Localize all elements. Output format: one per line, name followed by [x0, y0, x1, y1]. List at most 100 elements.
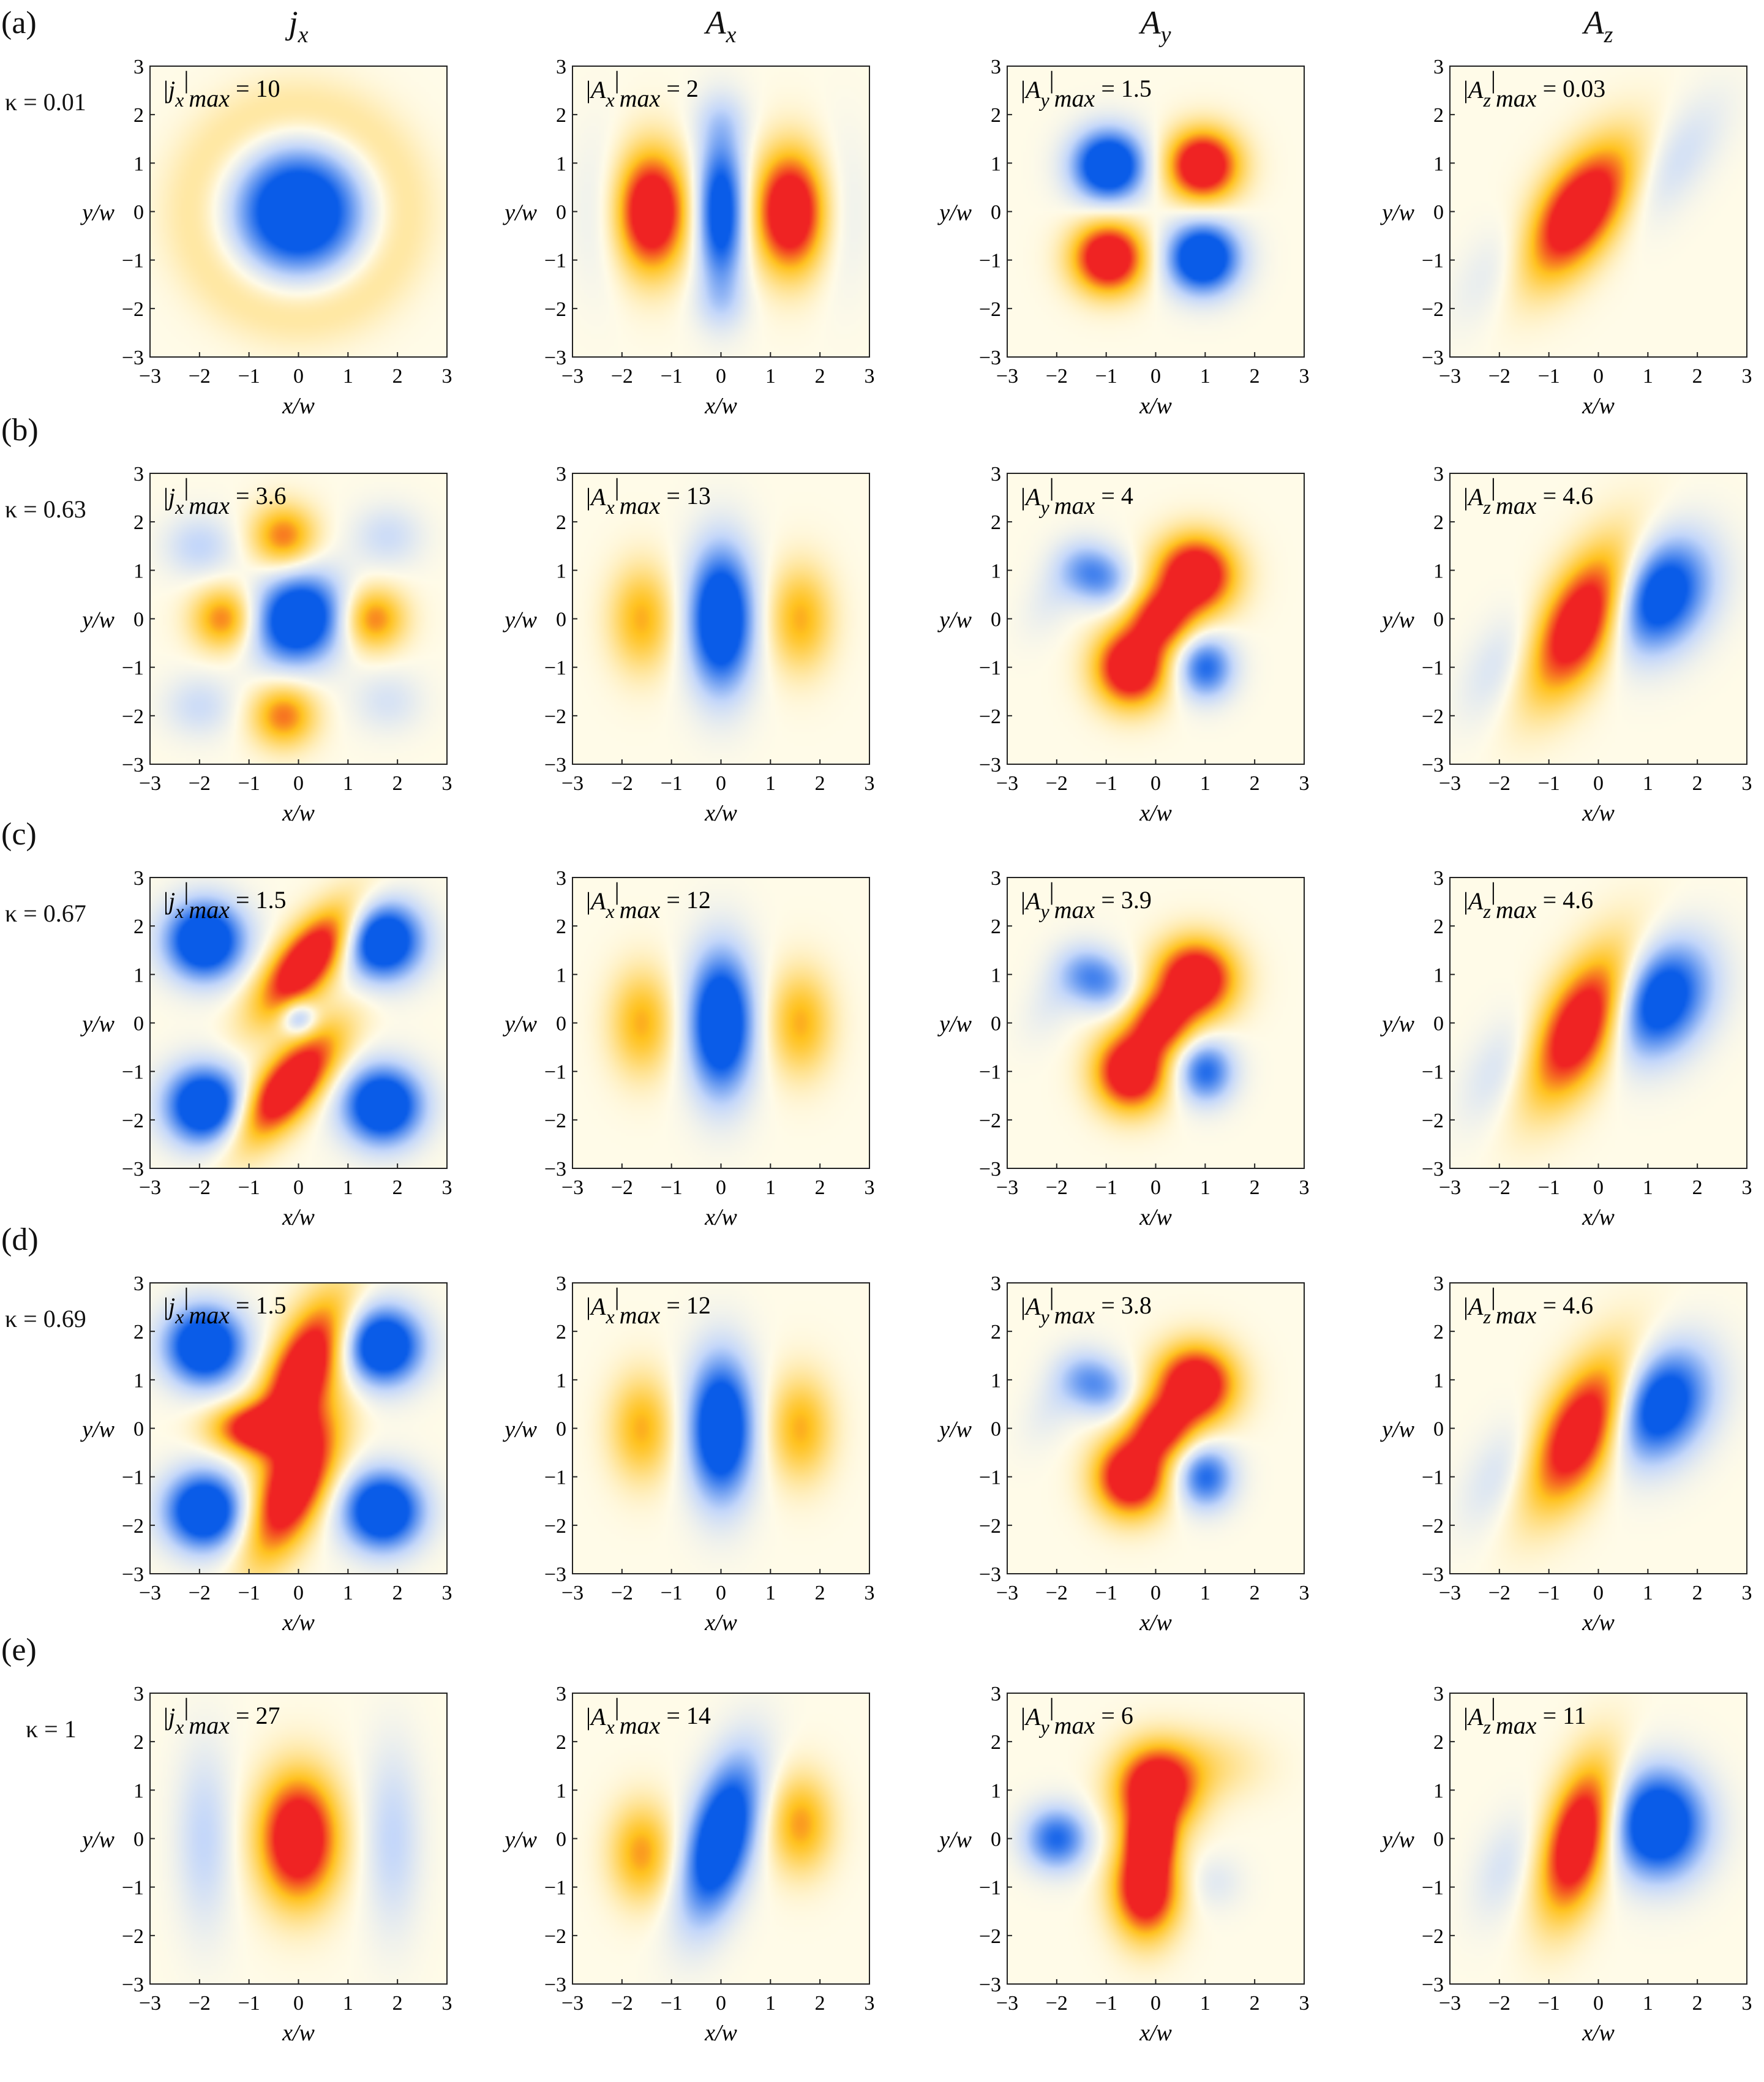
y-tick-label: 1 [1433, 1369, 1444, 1392]
x-tick-label: −1 [238, 1176, 260, 1199]
y-tick-label: 0 [556, 1013, 566, 1035]
max-value-label: |Ay|max = 6 [1021, 1693, 1133, 1739]
y-tick-label: 1 [133, 1369, 144, 1392]
x-tick-label: 1 [1200, 1582, 1210, 1604]
x-tick-label: −3 [996, 772, 1018, 795]
x-tick-label: −3 [1439, 1176, 1461, 1199]
y-tick-label: 2 [133, 915, 144, 938]
y-tick-label: −1 [979, 250, 1001, 272]
x-tick-label: 0 [1150, 1582, 1161, 1604]
y-tick-label: 1 [133, 560, 144, 582]
x-tick-label: −1 [1538, 772, 1560, 795]
kappa-label: κ = 0.01 [5, 88, 86, 116]
y-tick-label: 0 [1433, 201, 1444, 224]
y-axis-label: y/w [1379, 607, 1414, 633]
y-axis-label: y/w [502, 607, 537, 633]
y-tick-label: 0 [991, 1013, 1001, 1035]
column-header-symbol: A [705, 4, 726, 41]
y-tick-label: −3 [544, 1158, 566, 1181]
heatmap-image [1007, 1693, 1304, 1984]
x-tick-label: 2 [815, 1992, 825, 2015]
x-tick-label: 1 [1643, 365, 1653, 388]
x-tick-label: −1 [238, 1992, 260, 2015]
max-value-label: |Az|max = 4.6 [1463, 878, 1593, 923]
y-tick-label: 1 [991, 964, 1001, 987]
x-tick-label: 2 [815, 772, 825, 795]
x-tick-label: 1 [343, 1176, 353, 1199]
y-tick-label: 1 [991, 152, 1001, 175]
y-tick-label: 0 [1433, 1418, 1444, 1441]
y-tick-label: 1 [1433, 1779, 1444, 1802]
max-value-label: |Ay|max = 4 [1021, 473, 1133, 519]
x-tick-label: 0 [293, 1582, 304, 1604]
x-tick-label: −3 [1439, 1582, 1461, 1604]
density-plot: −3−3 −2 −2 −1 −1 0 0 1 1 2 2 3 3 x/w y/w |jx|max = 27 [80, 1683, 452, 2046]
y-tick-label: 2 [991, 915, 1001, 938]
x-tick-label: −1 [661, 1992, 683, 2015]
y-axis-label: y/w [80, 607, 114, 633]
x-tick-label: 3 [442, 1582, 452, 1604]
x-tick-label: 1 [1200, 1176, 1210, 1199]
max-value-label: |Ay|max = 3.8 [1021, 1283, 1152, 1329]
max-value-label: |Ay|max = 1.5 [1021, 66, 1152, 112]
x-tick-label: −3 [996, 1992, 1018, 2015]
y-tick-label: 2 [991, 104, 1001, 127]
column-header-subscript: y [1160, 22, 1171, 48]
x-tick-label: −3 [561, 1582, 584, 1604]
y-tick-label: 1 [133, 152, 144, 175]
column-header-jx: jx [262, 4, 336, 48]
y-tick-label: −3 [544, 347, 566, 369]
y-tick-label: −1 [122, 250, 144, 272]
x-tick-label: 1 [343, 1992, 353, 2015]
x-tick-label: 3 [1299, 772, 1310, 795]
max-value-label: |Ax|max = 13 [586, 473, 711, 519]
x-tick-label: 0 [716, 772, 726, 795]
x-tick-label: 3 [865, 1992, 875, 2015]
x-tick-label: 2 [1250, 365, 1260, 388]
y-tick-label: 1 [556, 1369, 566, 1392]
x-tick-label: 0 [716, 1992, 726, 2015]
x-tick-label: −2 [1046, 1176, 1068, 1199]
x-tick-label: 2 [1692, 365, 1703, 388]
y-tick-label: −1 [544, 1061, 566, 1084]
y-tick-label: 3 [556, 1272, 566, 1295]
x-axis-label: x/w [282, 800, 315, 826]
y-tick-label: −1 [979, 1061, 1001, 1084]
y-tick-label: −2 [1422, 1110, 1444, 1132]
x-tick-label: −3 [996, 1582, 1018, 1604]
heatmap-image [1450, 1283, 1747, 1574]
y-axis-label: y/w [502, 1417, 537, 1443]
max-value-label: |Ax|max = 14 [586, 1693, 711, 1739]
x-tick-label: −2 [1488, 1176, 1511, 1199]
y-tick-label: −1 [122, 1467, 144, 1489]
y-tick-label: 3 [556, 867, 566, 890]
row-label: (d) [1, 1222, 39, 1257]
y-tick-label: 1 [133, 964, 144, 987]
y-axis-label: y/w [502, 1012, 537, 1037]
x-tick-label: 2 [1692, 1582, 1703, 1604]
y-tick-label: −2 [122, 1110, 144, 1132]
x-tick-label: −2 [1488, 1992, 1511, 2015]
x-tick-label: 1 [1200, 365, 1210, 388]
x-axis-label: x/w [1582, 2020, 1615, 2046]
y-tick-label: −3 [1422, 347, 1444, 369]
x-tick-label: 0 [716, 1176, 726, 1199]
y-tick-label: −1 [122, 1877, 144, 1900]
x-tick-label: −1 [1538, 1176, 1560, 1199]
column-header-subscript: z [1604, 22, 1613, 48]
x-axis-label: x/w [704, 2020, 737, 2046]
max-value-label: |Az|max = 0.03 [1463, 66, 1605, 112]
x-tick-label: −1 [661, 1582, 683, 1604]
x-tick-label: −2 [1046, 772, 1068, 795]
x-tick-label: 3 [1299, 1176, 1310, 1199]
x-tick-label: −3 [1439, 1992, 1461, 2015]
density-plot: −3−3 −2 −2 −1 −1 0 0 1 1 2 2 3 3 x/w y/w |Az|max = 4.6 [1379, 463, 1752, 826]
x-tick-label: 1 [1643, 1176, 1653, 1199]
x-tick-label: −1 [1538, 1582, 1560, 1604]
y-tick-label: −3 [1422, 1158, 1444, 1181]
x-tick-label: 3 [1299, 1992, 1310, 2015]
y-tick-label: −1 [979, 1877, 1001, 1900]
y-tick-label: −2 [1422, 705, 1444, 728]
max-value-label: |jx|max = 1.5 [163, 1283, 287, 1329]
y-tick-label: 2 [133, 1731, 144, 1754]
